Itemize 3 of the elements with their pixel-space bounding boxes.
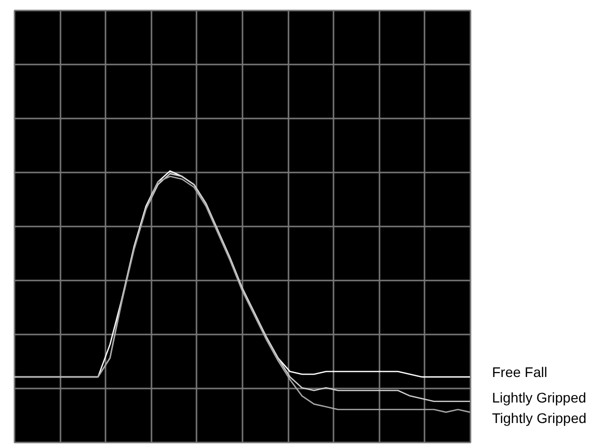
series-label: Lightly Gripped <box>492 389 586 406</box>
series-label: Free Fall <box>492 364 548 380</box>
series-label: Tightly Gripped <box>492 410 586 426</box>
